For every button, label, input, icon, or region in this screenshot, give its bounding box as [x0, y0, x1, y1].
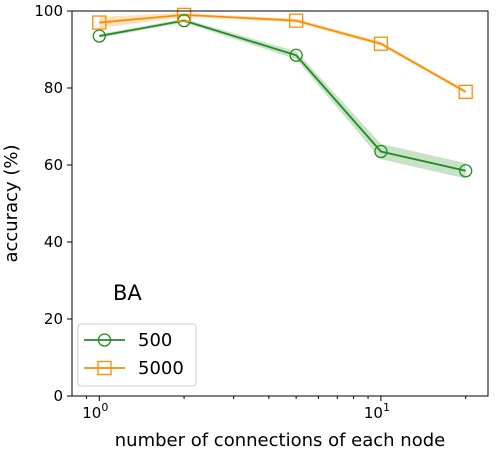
legend-marker: [97, 360, 112, 376]
x-tick-label: 101: [364, 401, 390, 422]
x-axis-label: number of connections of each node: [115, 430, 445, 451]
series-500-line: [99, 19, 466, 172]
series-lines: [99, 13, 467, 172]
y-tick-label: 100: [34, 2, 63, 20]
series-5000-point: [92, 15, 107, 30]
plot-frame: [71, 10, 489, 397]
y-axis-label: accuracy (%): [1, 144, 22, 262]
series-5000-band: [99, 12, 466, 94]
y-tick-label: 0: [53, 387, 63, 405]
legend-marker: [97, 333, 112, 347]
series-500-point: [459, 164, 473, 178]
y-tick-label: 20: [44, 310, 63, 328]
series-500-band: [99, 18, 466, 179]
x-tick-base: 10: [82, 404, 101, 422]
series-5000-point: [176, 7, 192, 23]
chart-annotation: BA: [113, 281, 142, 305]
series-500-point: [92, 29, 106, 43]
y-tick-label: 40: [44, 233, 63, 251]
series-5000-point: [373, 36, 389, 51]
x-tick-label: 100: [82, 401, 108, 422]
y-tick-label: 60: [44, 156, 63, 174]
y-tick-label: 80: [44, 79, 63, 97]
legend-label: 500: [138, 330, 172, 351]
series-5000-point: [288, 13, 304, 28]
x-axis-ticks: 100 101: [82, 396, 467, 422]
legend: 500 5000: [77, 323, 197, 387]
series-500-point: [374, 144, 388, 159]
x-tick-exponent: 0: [101, 401, 108, 414]
series-500-point: [289, 48, 303, 62]
x-tick-exponent: 1: [383, 401, 390, 414]
series-5000-point: [458, 84, 473, 99]
x-tick-base: 10: [364, 404, 383, 422]
confidence-bands: [99, 12, 466, 179]
y-axis-ticks: 0 20 40 60 80 100: [34, 2, 72, 405]
series-5000-line: [99, 13, 467, 93]
series-markers: [92, 7, 473, 178]
legend-label: 5000: [138, 358, 184, 379]
